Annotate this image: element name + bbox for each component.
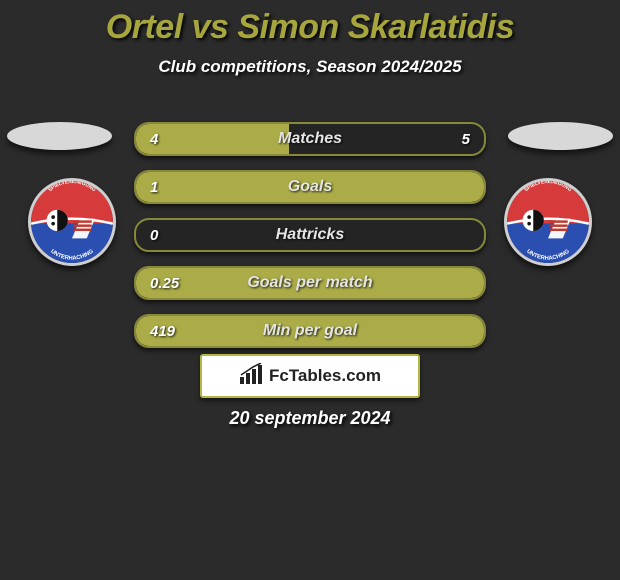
club-badge-right: SPIELVEREINIGUNG UNTERHACHING <box>504 178 592 266</box>
stat-label: Hattricks <box>136 220 484 250</box>
stat-bar-mpg: 419Min per goal <box>134 314 486 348</box>
subtitle: Club competitions, Season 2024/2025 <box>0 57 620 77</box>
stat-bar-goals: 1Goals <box>134 170 486 204</box>
stat-label: Goals <box>136 172 484 202</box>
stat-label: Min per goal <box>136 316 484 346</box>
player-right-ellipse <box>508 122 613 150</box>
club-badge-left: SPIELVEREINIGUNG UNTERHACHING <box>28 178 116 266</box>
brand-chart-icon <box>239 363 265 390</box>
brand-text: FcTables.com <box>269 366 381 386</box>
stat-bars: 4Matches5 1Goals 0Hattricks 0.25Goals per m… <box>134 122 486 362</box>
stat-bar-hattricks: 0Hattricks <box>134 218 486 252</box>
stat-right-value: 5 <box>462 124 470 154</box>
stat-bar-matches: 4Matches5 <box>134 122 486 156</box>
page-title: Ortel vs Simon Skarlatidis <box>0 0 620 47</box>
player-left-ellipse <box>7 122 112 150</box>
brand-box: FcTables.com <box>200 354 420 398</box>
stat-label: Matches <box>136 124 484 154</box>
stat-bar-gpm: 0.25Goals per match <box>134 266 486 300</box>
date-text: 20 september 2024 <box>0 408 620 429</box>
stat-label: Goals per match <box>136 268 484 298</box>
